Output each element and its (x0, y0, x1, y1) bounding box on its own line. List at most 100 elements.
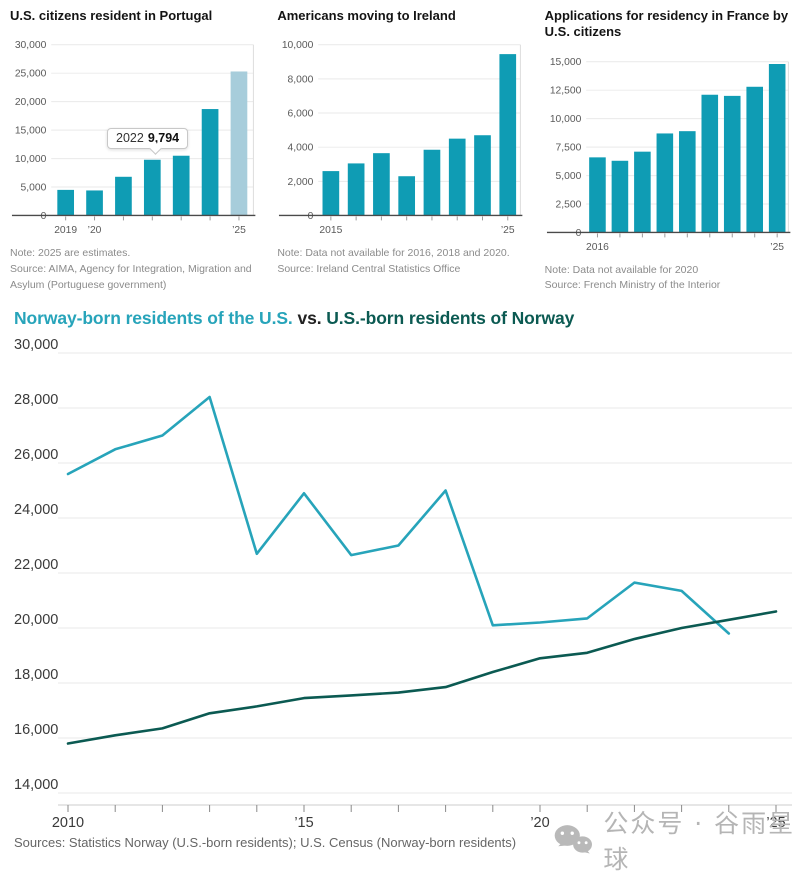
bar-2020[interactable] (86, 190, 103, 216)
bar-2019[interactable] (373, 153, 391, 216)
x-axis-label: ’25 (770, 242, 784, 253)
x-axis-label: ’20 (88, 225, 102, 236)
chart-norway-vs-us: Norway-born residents of the U.S. vs. U.… (0, 308, 800, 850)
chart-france-notes: Note: Data not available for 2020 Source… (545, 263, 792, 295)
watermark: 公众号 · 谷雨星球 (552, 804, 800, 876)
y-axis-label: 2,000 (288, 177, 314, 188)
chart-portugal: U.S. citizens resident in Portugal 0 5,00… (10, 8, 257, 294)
title-part-norway-born: Norway-born residents of the U.S. (14, 308, 293, 328)
title-part-vs: vs. (292, 308, 327, 328)
bar-2016[interactable] (588, 156, 606, 232)
y-axis-label: 30,000 (15, 40, 47, 51)
y-axis-label: 30,000 (14, 337, 58, 353)
title-part-us-born: U.S.-born residents of Norway (326, 308, 575, 328)
y-axis-label: 15,000 (549, 57, 581, 68)
bar-2022[interactable] (423, 150, 441, 216)
tooltip-2022: 2022 9,794 (107, 128, 189, 156)
y-axis-label: 0 (41, 211, 47, 222)
y-axis-label: 2,500 (555, 199, 581, 210)
y-axis-label: 8,000 (288, 75, 314, 86)
portugal-bar-chart[interactable]: 0 5,000 10,000 15,000 20,000 25,000 30,000 2019… (10, 31, 257, 241)
y-axis-label: 18,000 (14, 667, 58, 683)
y-axis-label: 10,000 (549, 114, 581, 125)
bar-2019[interactable] (57, 190, 75, 216)
chart-source: Source: Ireland Central Statistics Offic… (277, 263, 461, 275)
y-axis-label: 14,000 (14, 777, 58, 793)
y-axis-label: 20,000 (15, 97, 47, 108)
bar-2024[interactable] (474, 135, 492, 216)
bar-2025[interactable] (499, 54, 517, 216)
bar-2024[interactable] (746, 86, 763, 232)
chart-france: Applications for residency in France by … (545, 8, 792, 294)
chart-france-plot: 0 2,500 5,000 7,500 10,000 12,500 15,000 2016 ’2… (545, 48, 792, 258)
x-axis-label: ’20 (530, 815, 549, 831)
ireland-bar-chart[interactable]: 0 2,000 4,000 6,000 8,000 10,000 2015 ’25 (277, 31, 524, 241)
bar-2025[interactable] (768, 63, 786, 232)
watermark-text: 公众号 · 谷雨星球 (603, 809, 796, 874)
france-bar-chart[interactable]: 0 2,500 5,000 7,500 10,000 12,500 15,000 2016 ’2… (545, 48, 792, 258)
tooltip-year: 2022 (116, 131, 144, 146)
series-line-u-s-born-residents-of-norway[interactable] (66, 610, 778, 745)
chart-sources: Sources: Statistics Norway (U.S.-born re… (14, 835, 517, 850)
x-axis-label: 2010 (52, 815, 84, 831)
bar-2015[interactable] (322, 171, 340, 216)
x-axis-label: 2016 (586, 242, 609, 253)
chart-note: Note: Data not available for 2020 (544, 263, 699, 276)
y-axis-label: 0 (308, 211, 314, 222)
x-axis-label: ’25 (766, 815, 785, 831)
tooltip-value: 9,794 (147, 131, 180, 146)
y-axis-label: 10,000 (282, 40, 314, 51)
bar-2023[interactable] (723, 95, 741, 232)
y-axis-label: 24,000 (14, 502, 58, 518)
bar-2019[interactable] (656, 132, 673, 232)
bar-2022[interactable] (143, 159, 161, 216)
bar-2017[interactable] (611, 160, 628, 232)
y-axis-label: 28,000 (14, 392, 58, 408)
wechat-icon (554, 825, 592, 854)
bar-2021[interactable] (115, 177, 132, 216)
y-axis-label: 5,000 (21, 183, 47, 194)
y-axis-label: 16,000 (14, 722, 58, 738)
chart-note: Note: 2025 are estimates. (10, 247, 131, 260)
chart-norway-title: Norway-born residents of the U.S. vs. U.… (14, 308, 800, 329)
series-line-norway-born-residents-of-the-u-s-[interactable] (66, 395, 731, 635)
y-axis-label: 4,000 (288, 143, 314, 154)
bar-2024[interactable] (201, 109, 219, 216)
bar-2018[interactable] (633, 151, 651, 232)
y-axis-label: 5,000 (555, 171, 581, 182)
chart-portugal-notes: Note: 2025 are estimates. Source: AIMA, … (10, 246, 257, 293)
norway-us-line-chart[interactable]: 14,000 16,000 18,000 20,000 22,000 24,000 26,0… (0, 335, 800, 835)
y-axis-label: 12,500 (549, 85, 581, 96)
x-axis-label: ’25 (501, 225, 515, 236)
y-axis-label: 15,000 (15, 126, 47, 137)
chart-france-title: Applications for residency in France by … (544, 8, 789, 40)
x-axis-label: 2015 (320, 225, 343, 236)
y-axis-label: 0 (575, 227, 581, 238)
y-axis-label: 25,000 (15, 69, 47, 80)
y-axis-label: 7,500 (555, 142, 581, 153)
bar-2023[interactable] (172, 155, 190, 216)
x-axis-label: ’15 (294, 815, 313, 831)
x-axis-label: ’25 (232, 225, 246, 236)
chart-portugal-plot: 0 5,000 10,000 15,000 20,000 25,000 30,000 2019… (10, 31, 257, 241)
chart-source: Source: French Ministry of the Interior (544, 279, 721, 292)
bar-2023[interactable] (449, 138, 466, 216)
chart-note: Note: Data not available for 2016, 2018 … (277, 247, 510, 260)
y-axis-label: 6,000 (288, 109, 314, 120)
chart-ireland-notes: Note: Data not available for 2016, 2018 … (277, 246, 524, 278)
y-axis-label: 26,000 (14, 447, 58, 463)
chart-ireland: Americans moving to Ireland 0 2,000 4,000 6… (277, 8, 524, 294)
bar-2021[interactable] (398, 176, 416, 216)
y-axis-label: 10,000 (15, 154, 47, 165)
x-axis-label: 2019 (54, 225, 77, 236)
bar-2025[interactable] (230, 71, 248, 216)
bar-2022[interactable] (701, 94, 718, 232)
y-axis-label: 22,000 (14, 557, 58, 573)
bar-2017[interactable] (348, 163, 365, 216)
chart-portugal-title: U.S. citizens resident in Portugal (10, 8, 213, 23)
small-multiples-row: U.S. citizens resident in Portugal 0 5,00… (0, 0, 800, 294)
chart-source: Source: AIMA, Agency for Integration, Mi… (10, 263, 252, 291)
bar-2021[interactable] (678, 130, 696, 232)
chart-ireland-plot: 0 2,000 4,000 6,000 8,000 10,000 2015 ’25 (277, 31, 524, 241)
